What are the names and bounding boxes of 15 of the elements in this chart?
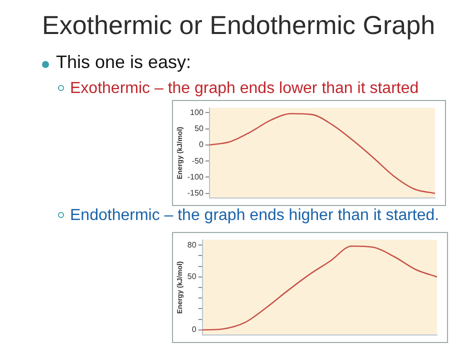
y-tick-label: 80 bbox=[187, 240, 197, 250]
y-tick-label: -100 bbox=[187, 172, 204, 182]
line-series bbox=[202, 246, 438, 331]
y-tick-label: -150 bbox=[187, 188, 204, 198]
y-tick-label: 0 bbox=[192, 325, 197, 334]
y-tick-label: 50 bbox=[194, 124, 204, 133]
text: Endothermic – the graph ends higher than it started. bbox=[70, 206, 440, 226]
y-tick-label: -50 bbox=[192, 156, 204, 166]
y-tick-label: 100 bbox=[190, 108, 204, 117]
line-series bbox=[208, 112, 436, 194]
y-tick-label: 0 bbox=[198, 140, 204, 150]
text: Exothermic – the graph ends lower than it started bbox=[70, 79, 420, 98]
chart-title: Exothermic or Endothermic Graph bbox=[42, 10, 436, 41]
y-tick-label: 50 bbox=[187, 272, 197, 282]
text: This one is easy: bbox=[56, 52, 192, 73]
